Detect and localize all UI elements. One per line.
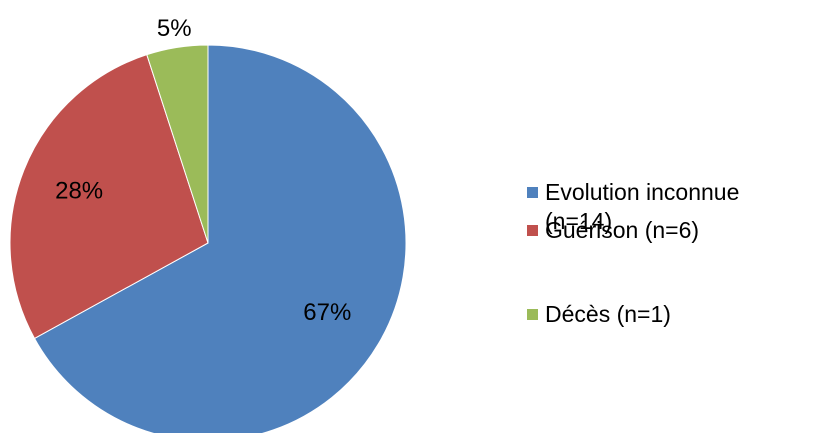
legend-label: Décès (n=1): [545, 301, 671, 327]
legend-label: Evolution inconnue (n=14): [545, 179, 740, 234]
data-label: 28%: [55, 177, 103, 204]
legend-label: Guérison (n=6): [545, 217, 700, 243]
legend-item: Evolution inconnue (n=14): [527, 178, 807, 236]
data-label: 67%: [303, 299, 351, 326]
legend-item: Guérison (n=6): [527, 216, 807, 245]
pie-slice: [9, 54, 209, 340]
legend-swatch: [527, 309, 538, 320]
data-label: 5%: [157, 15, 192, 42]
pie-slice: [146, 44, 209, 244]
legend-item: Décès (n=1): [527, 300, 807, 329]
legend-swatch: [527, 225, 538, 236]
legend-swatch: [527, 187, 538, 198]
pie-slice: [33, 44, 407, 433]
